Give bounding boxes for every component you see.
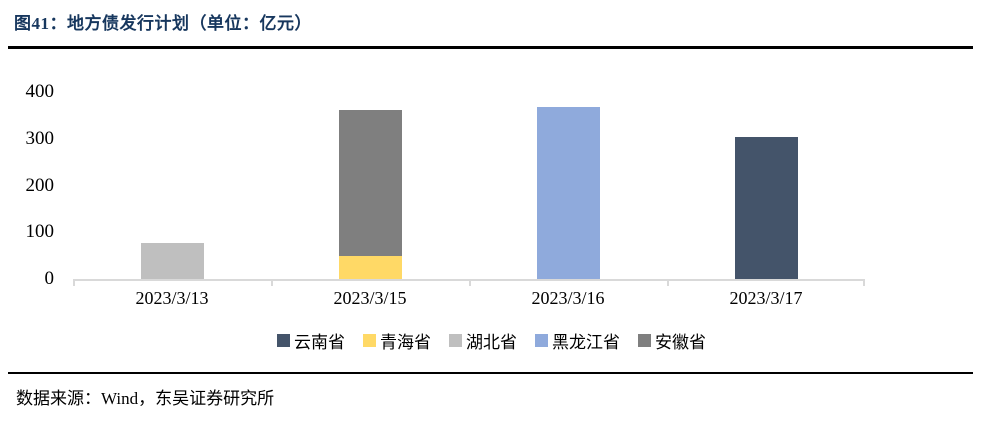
y-axis-tick-label: 200 (25, 174, 55, 196)
y-axis-tick-label: 100 (25, 221, 55, 243)
y-axis-tick-label: 300 (25, 127, 55, 149)
y-axis-tick-label: 400 (25, 81, 55, 102)
chart-legend: 云南省 青海省 湖北省 黑龙江省 安徽省 (0, 328, 983, 353)
legend-label: 云南省 (294, 333, 345, 352)
x-axis-tick-mark (667, 281, 669, 286)
bar-segment (338, 110, 402, 257)
x-axis-tick-mark (73, 281, 75, 286)
plot-area (73, 92, 865, 281)
legend-item: 黑龙江省 (535, 328, 620, 353)
legend-item: 湖北省 (449, 328, 517, 353)
legend-label: 安徽省 (655, 333, 706, 352)
legend-swatch (277, 334, 290, 347)
legend-item: 安徽省 (638, 328, 706, 353)
bar-segment (338, 256, 402, 279)
bar-chart: 0 100 200 300 400 2023/3/13 2023/3/15 2023/3/16… (0, 60, 983, 360)
legend-label: 青海省 (380, 333, 431, 352)
bar-segment (536, 106, 600, 279)
legend-swatch (535, 334, 548, 347)
data-source: 数据来源：Wind，东吴证券研究所 (16, 389, 275, 408)
bar-segment (140, 243, 204, 279)
legend-swatch (363, 334, 376, 347)
y-axis-tick-label: 0 (44, 268, 55, 289)
bar-segment (734, 136, 798, 279)
legend-item: 云南省 (277, 328, 345, 353)
figure-title: 图41：地方债发行计划（单位：亿元） (14, 14, 312, 33)
x-axis-tick-mark (271, 281, 273, 286)
x-axis-category-label: 2023/3/16 (531, 288, 605, 308)
footer-divider (8, 372, 973, 374)
legend-item: 青海省 (363, 328, 431, 353)
legend-label: 黑龙江省 (552, 333, 620, 352)
x-axis-tick-mark (469, 281, 471, 286)
x-axis-category-label: 2023/3/15 (333, 288, 407, 308)
legend-swatch (449, 334, 462, 347)
x-axis-category-label: 2023/3/13 (135, 288, 209, 308)
title-divider (8, 46, 973, 49)
legend-label: 湖北省 (466, 333, 517, 352)
x-axis-tick-mark (863, 281, 865, 286)
legend-swatch (638, 334, 651, 347)
x-axis-category-label: 2023/3/17 (729, 288, 803, 308)
